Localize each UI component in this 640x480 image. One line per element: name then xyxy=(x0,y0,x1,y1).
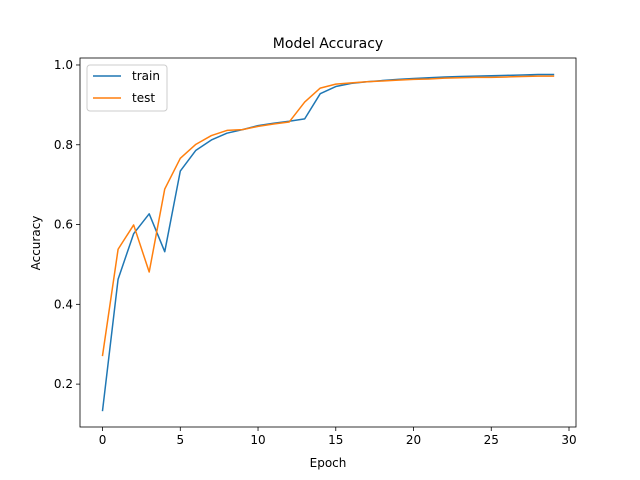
legend-label-test: test xyxy=(132,91,155,105)
x-axis-label: Epoch xyxy=(310,456,347,470)
x-tick-label: 20 xyxy=(406,433,421,447)
y-axis-label: Accuracy xyxy=(29,216,43,271)
legend-label-train: train xyxy=(132,69,160,83)
series-layer xyxy=(101,73,555,412)
x-tick-label: 0 xyxy=(99,433,107,447)
legend: train test xyxy=(86,64,168,112)
x-tick-label: 30 xyxy=(561,433,576,447)
y-tick-label: 0.2 xyxy=(54,377,73,391)
y-tick-label: 0.6 xyxy=(54,218,73,232)
x-tick-label: 10 xyxy=(250,433,265,447)
y-axis-ticks: 0.2 0.4 0.6 0.8 1.0 xyxy=(54,58,80,391)
series-line-train xyxy=(101,73,555,412)
plot-area xyxy=(79,57,577,428)
x-tick-label: 5 xyxy=(176,433,184,447)
y-tick-label: 0.8 xyxy=(54,138,73,152)
plot-frame xyxy=(79,57,577,428)
chart-title: Model Accuracy xyxy=(273,36,383,52)
x-tick-label: 25 xyxy=(484,433,499,447)
series-line-test xyxy=(101,75,555,357)
y-tick-label: 0.4 xyxy=(54,297,73,311)
x-tick-label: 15 xyxy=(328,433,343,447)
y-tick-label: 1.0 xyxy=(54,58,73,72)
x-axis-ticks: 0 5 10 15 20 25 30 xyxy=(99,427,577,447)
